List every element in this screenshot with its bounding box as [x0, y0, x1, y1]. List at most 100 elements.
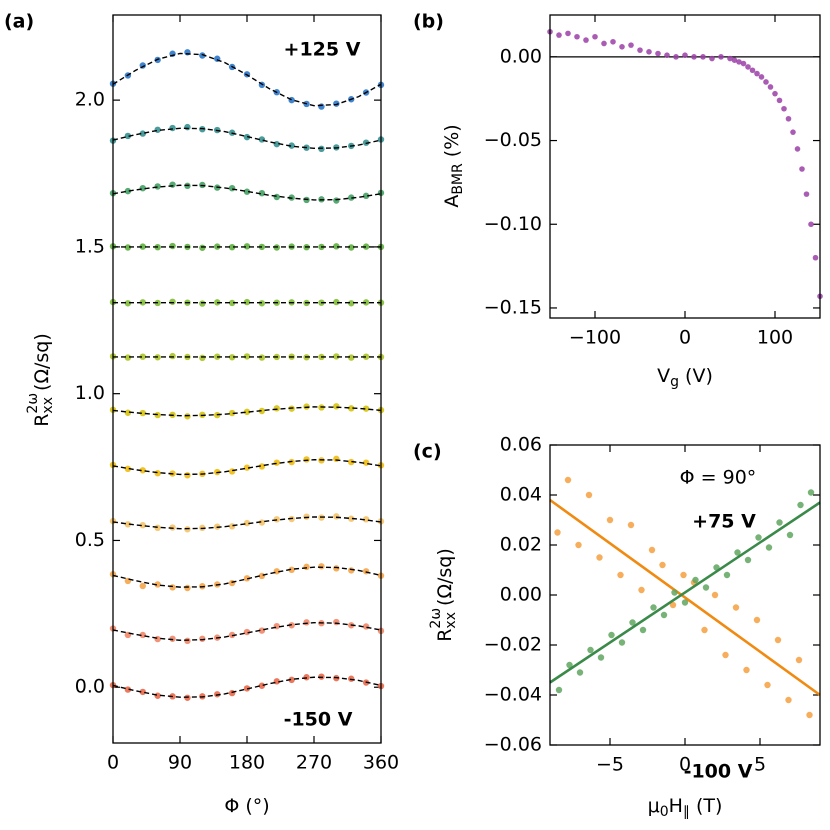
data-point — [318, 103, 325, 110]
data-point — [638, 586, 645, 594]
y-tick-label: 1.0 — [75, 382, 105, 404]
data-point — [348, 458, 355, 466]
data-point — [348, 244, 355, 251]
data-point — [362, 516, 370, 523]
x-tick-label: 360 — [363, 752, 399, 774]
annotation: -150 V — [284, 709, 353, 731]
y-tick-label: −0.04 — [484, 684, 542, 706]
data-point — [228, 579, 236, 587]
data-point — [745, 64, 751, 70]
data-point — [124, 300, 132, 307]
data-point — [258, 463, 266, 470]
data-point — [303, 513, 310, 520]
y-tick-label: 0.04 — [500, 484, 542, 506]
x-axis-label-part: (T) — [690, 795, 722, 817]
data-point — [555, 686, 563, 694]
y-axis-label-part: 2ω — [25, 393, 41, 414]
data-point — [617, 571, 624, 579]
data-point — [124, 521, 132, 528]
data-point — [758, 74, 765, 80]
data-point — [348, 567, 355, 574]
data-point — [764, 681, 771, 689]
data-point — [139, 582, 146, 590]
y-axis-label-part: xx — [40, 397, 56, 414]
data-point — [785, 115, 792, 122]
data-point — [124, 244, 132, 251]
data-point — [348, 194, 355, 201]
x-axis-label-part: g — [670, 374, 679, 390]
data-point — [803, 191, 810, 197]
data-point — [348, 515, 355, 522]
x-axis-label-part: H — [669, 795, 683, 817]
data-point — [333, 353, 340, 360]
data-point — [749, 67, 756, 74]
fit-line — [549, 501, 821, 684]
y-tick-label: 0.5 — [75, 529, 105, 551]
fit-line — [112, 676, 382, 698]
data-point — [139, 243, 146, 250]
data-point — [169, 635, 176, 642]
data-point — [786, 531, 794, 539]
data-point — [755, 534, 762, 541]
data-point — [348, 300, 355, 307]
data-point — [808, 221, 814, 228]
data-point — [258, 682, 266, 689]
y-tick-label: 0.0 — [75, 676, 105, 698]
data-point — [303, 456, 310, 463]
fit-line — [549, 498, 821, 697]
y-tick-label: −0.15 — [484, 296, 542, 318]
data-point — [228, 354, 236, 361]
plot-frame — [549, 14, 821, 319]
data-point — [608, 631, 615, 639]
y-axis-label-part: R — [434, 629, 456, 642]
data-point — [673, 54, 679, 60]
data-point — [258, 519, 266, 526]
data-point — [669, 601, 677, 609]
data-point — [258, 189, 266, 197]
data-point — [228, 468, 236, 475]
data-point — [243, 353, 251, 360]
data-point — [795, 656, 803, 664]
data-point — [629, 619, 636, 626]
data-point — [601, 40, 607, 47]
data-point — [610, 38, 616, 45]
plot-frame — [112, 14, 382, 744]
data-point — [333, 403, 340, 410]
y-axis-label-part: 2ω — [428, 608, 444, 629]
data-point — [333, 243, 340, 250]
data-point — [596, 554, 603, 561]
data-point — [362, 299, 370, 306]
data-point — [318, 563, 325, 570]
data-point — [619, 44, 625, 50]
data-point — [228, 523, 236, 530]
data-point — [124, 187, 132, 195]
data-point — [124, 465, 132, 473]
fit-line — [112, 184, 382, 201]
y-axis-label-part: R — [31, 414, 53, 427]
data-point — [806, 711, 813, 719]
data-point — [169, 298, 176, 305]
data-point — [362, 405, 370, 412]
data-point — [618, 639, 626, 646]
data-point — [348, 354, 355, 361]
y-tick-label: −0.10 — [484, 213, 542, 235]
data-point — [169, 242, 176, 250]
data-point — [243, 628, 251, 636]
y-tick-label: 0.06 — [500, 434, 542, 456]
data-point — [184, 123, 191, 131]
data-point — [288, 676, 295, 684]
y-tick-label: 0.00 — [500, 584, 542, 606]
plot-frame — [549, 444, 821, 746]
data-point — [671, 589, 678, 596]
y-axis-label-part: (Ω/sq) — [434, 548, 456, 612]
data-point — [736, 59, 742, 65]
panel-label: (b) — [413, 11, 444, 33]
data-point — [639, 626, 647, 634]
x-tick-label: 0 — [679, 754, 691, 776]
data-point — [139, 467, 146, 474]
x-tick-label: −100 — [569, 327, 621, 349]
annotation: +75 V — [692, 511, 756, 533]
data-point — [199, 244, 206, 251]
data-point — [154, 581, 161, 588]
